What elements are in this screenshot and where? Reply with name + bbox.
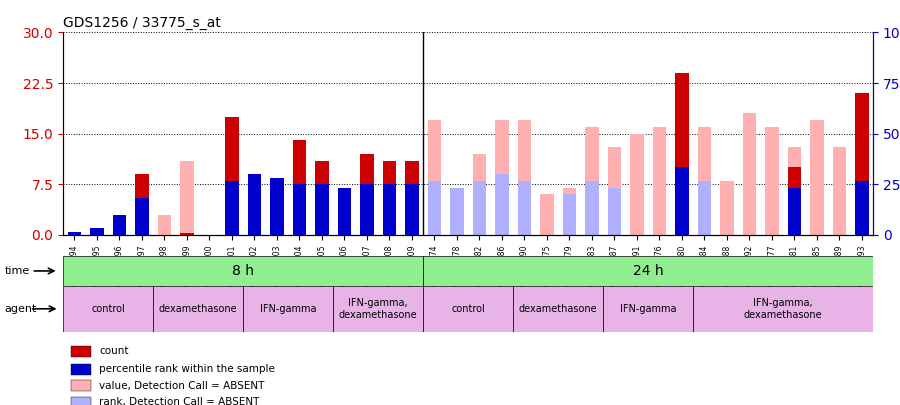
Bar [472,154,486,235]
Bar [675,167,688,235]
Bar [180,233,194,235]
FancyBboxPatch shape [153,286,243,332]
Bar [562,194,576,235]
Bar [71,380,92,391]
Bar [292,141,306,235]
Bar [788,188,801,235]
Bar [405,184,418,235]
Bar [90,230,104,235]
Bar [382,161,396,235]
Bar [382,184,396,235]
Bar [180,161,194,235]
Bar [652,127,666,235]
Bar [810,120,824,235]
Bar [225,181,238,235]
Bar [68,232,81,235]
Bar [405,228,418,235]
Text: 24 h: 24 h [633,264,663,278]
Bar [518,120,531,235]
Bar [71,346,92,357]
FancyBboxPatch shape [243,286,333,332]
Text: IFN-gamma: IFN-gamma [260,304,316,314]
FancyBboxPatch shape [423,286,513,332]
FancyBboxPatch shape [513,286,603,332]
Bar [158,215,171,235]
Bar [135,174,148,235]
Bar [832,147,846,235]
Bar [788,167,801,235]
Bar [608,188,621,235]
Bar [540,194,554,235]
Bar [765,127,778,235]
Bar [855,120,868,235]
Bar [855,174,868,235]
Text: percentile rank within the sample: percentile rank within the sample [99,364,275,374]
Bar [698,181,711,235]
Bar [135,198,148,235]
Bar [742,113,756,235]
Text: 8 h: 8 h [232,264,254,278]
Bar [315,161,328,235]
Bar [450,188,464,235]
Bar [112,215,126,235]
Bar [562,188,576,235]
Text: rank, Detection Call = ABSENT: rank, Detection Call = ABSENT [99,397,260,405]
Bar [90,228,104,235]
Text: IFN-gamma,
dexamethasone: IFN-gamma, dexamethasone [338,298,418,320]
Bar [225,117,238,235]
Bar [292,184,306,235]
Bar [270,177,284,235]
Text: IFN-gamma: IFN-gamma [620,304,676,314]
Bar [428,181,441,235]
Bar [495,120,508,235]
Text: count: count [99,346,129,356]
Text: agent: agent [4,304,37,314]
FancyBboxPatch shape [423,256,873,286]
Bar [720,181,733,235]
Bar [360,184,373,235]
FancyBboxPatch shape [693,286,873,332]
FancyBboxPatch shape [333,286,423,332]
FancyBboxPatch shape [603,286,693,332]
Bar [428,120,441,235]
Bar [518,181,531,235]
Bar [472,181,486,235]
FancyBboxPatch shape [63,286,153,332]
Text: IFN-gamma,
dexamethasone: IFN-gamma, dexamethasone [743,298,823,320]
Bar [71,364,92,375]
Bar [112,218,126,235]
FancyBboxPatch shape [63,256,423,286]
Bar [315,184,328,235]
Text: control: control [91,304,125,314]
Bar [360,154,373,235]
Bar [855,181,868,235]
Text: dexamethasone: dexamethasone [518,304,598,314]
Text: value, Detection Call = ABSENT: value, Detection Call = ABSENT [99,381,265,391]
Bar [630,134,644,235]
Bar [270,177,284,235]
Bar [338,188,351,235]
Bar [71,397,92,405]
Bar [675,73,688,235]
Bar [405,161,418,235]
Bar [248,174,261,235]
Bar [698,127,711,235]
Text: control: control [451,304,485,314]
Bar [608,147,621,235]
Bar [855,93,868,235]
Bar [248,174,261,235]
Bar [675,161,688,235]
Text: GDS1256 / 33775_s_at: GDS1256 / 33775_s_at [63,16,220,30]
Bar [450,188,464,235]
Bar [68,232,81,235]
Bar [585,181,598,235]
Text: dexamethasone: dexamethasone [158,304,238,314]
Bar [585,127,598,235]
Bar [788,147,801,235]
Bar [338,188,351,235]
Text: time: time [4,266,30,276]
Bar [495,174,508,235]
